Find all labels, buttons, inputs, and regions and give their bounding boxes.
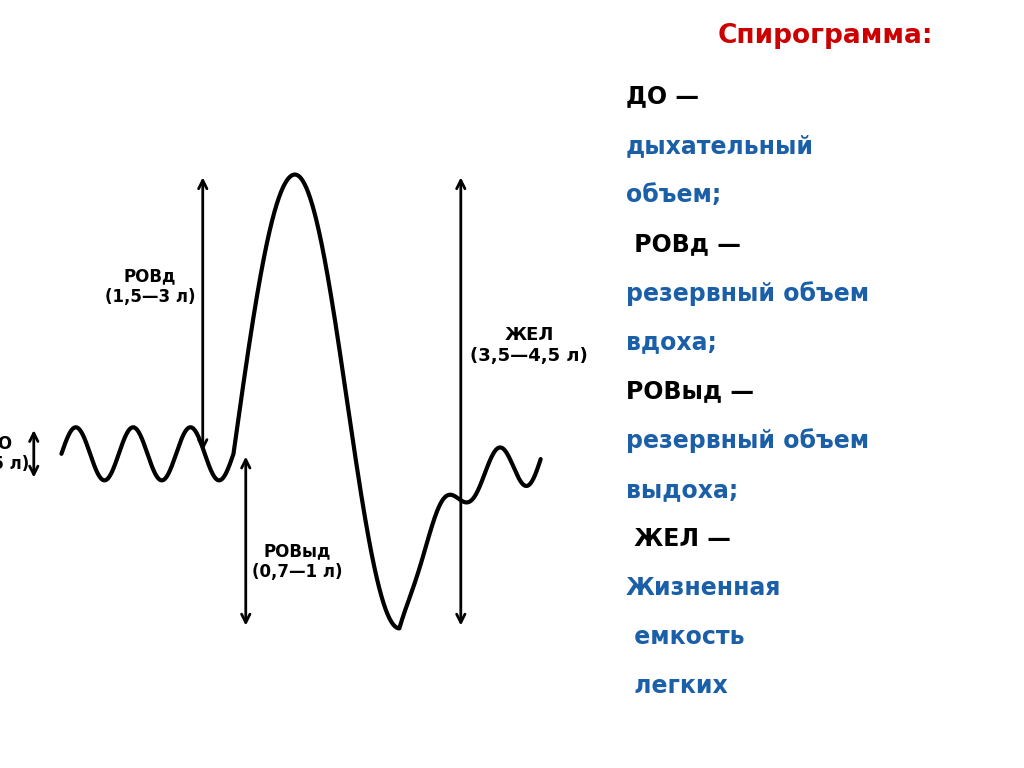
Text: объем;: объем; xyxy=(626,183,721,207)
Text: РОВыд —: РОВыд — xyxy=(626,379,762,403)
Text: дыхательный: дыхательный xyxy=(626,134,814,157)
Text: емкость: емкость xyxy=(626,625,744,649)
Text: РОВд
(1,5—3 л): РОВд (1,5—3 л) xyxy=(104,266,196,306)
Text: резервный объем: резервный объем xyxy=(626,281,869,306)
Text: резервный объем: резервный объем xyxy=(626,429,869,453)
Text: вдоха;: вдоха; xyxy=(626,330,717,354)
Text: выдоха;: выдоха; xyxy=(626,478,738,502)
Text: РОВыд
(0,7—1 л): РОВыд (0,7—1 л) xyxy=(252,543,342,581)
Text: Спирограмма:: Спирограмма: xyxy=(717,23,933,49)
Text: РОВд —: РОВд — xyxy=(626,232,749,256)
Text: ДО
(0,5 л): ДО (0,5 л) xyxy=(0,435,29,473)
Text: легких: легких xyxy=(626,674,728,698)
Text: ЖЕЛ —: ЖЕЛ — xyxy=(626,527,739,551)
Text: ЖЕЛ
(3,5—4,5 л): ЖЕЛ (3,5—4,5 л) xyxy=(470,326,588,365)
Text: Жизненная: Жизненная xyxy=(626,576,781,600)
Text: ДО —: ДО — xyxy=(626,84,708,108)
